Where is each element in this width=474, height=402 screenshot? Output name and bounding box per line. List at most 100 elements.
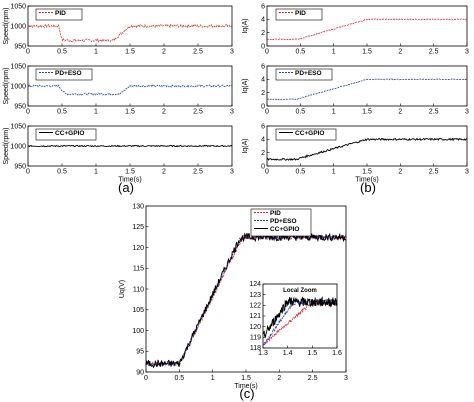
panel-c-y-tick-label: 95 [136, 349, 144, 356]
panel-a-sub1-y-axis-label: Speed(rpm) [3, 8, 10, 45]
panel-a-sub3-legend-box [35, 128, 97, 141]
panel-b-sub2-y-tick-label: 0 [261, 103, 265, 110]
panel-b-sub1-x-tick-label: 3 [465, 49, 469, 56]
panel-a-sub2-legend-box [35, 68, 93, 81]
panel-c-y-tick-label: 110 [133, 286, 144, 293]
panel-c-inset-y-tick-label: 121 [249, 313, 261, 320]
panel-c-y-axis-label: Uq(V) [119, 280, 126, 298]
panel-b-sub3-x-tick-label: 2 [398, 169, 402, 176]
panel-a-sub1-y-tick-label: 1000 [10, 23, 26, 30]
caption-c: (c) [239, 386, 254, 401]
panel-c-inset-x-tick-label: 1.3 [258, 350, 268, 357]
panel-a-sub3-y-tick-label: 1000 [10, 143, 26, 150]
panel-b-sub1-x-tick-label: 1.5 [362, 49, 372, 56]
panel-b-sub2-x-tick-label: 2.5 [429, 109, 439, 116]
panel-b-sub2-series-line-pd-eso [266, 78, 468, 101]
panel-c-x-axis-label: Time(s) [234, 383, 257, 390]
panel-a-sub2-x-tick-label: 0.5 [57, 109, 67, 116]
panel-b-sub2-y-tick-label: 4 [261, 77, 265, 84]
panel-b-sub3-x-tick-label: 1.5 [362, 169, 372, 176]
panel-c-y-tick-label: 105 [132, 307, 144, 314]
panel-b-sub1-y-tick-label: 2 [261, 30, 265, 37]
panel-b-sub2-y-tick-label: 6 [261, 63, 265, 70]
panel-a-sub3-y-tick-label: 1050 [10, 123, 26, 130]
panel-b-sub2-x-tick-label: 3 [465, 109, 469, 116]
panel-a-sub3-x-axis-label: Time(s) [118, 177, 141, 184]
panel-a-sub1-legend-box [35, 8, 83, 21]
panel-a-sub1-x-tick-label: 0.5 [57, 49, 67, 56]
panel-a-sub3-legend-label: CC+GPIO [55, 130, 84, 137]
panel-b-sub1-y-tick-label: 0 [261, 43, 265, 50]
panel-b-sub3-x-tick-label: 0.5 [295, 169, 305, 176]
panel-a-sub2-x-tick-label: 2 [162, 109, 166, 116]
panel-b-sub3-y-axis-label: Iq(A) [242, 138, 249, 153]
panel-a-sub1-x-tick-label: 3 [230, 49, 234, 56]
panel-c-y-tick-label: 100 [132, 328, 144, 335]
panel-b-sub3-x-tick-label: 3 [465, 169, 469, 176]
panel-c-x-tick-label: 1 [211, 375, 215, 382]
panel-a-sub1-x-tick-label: 2.5 [193, 49, 203, 56]
panel-c-legend-label: CC+GPIO [270, 226, 299, 233]
panel-a-sub2-y-tick-label: 1050 [10, 63, 26, 70]
panel-a-sub3-x-tick-label: 1.5 [125, 169, 135, 176]
panel-a-sub3-x-tick-label: 2 [162, 169, 166, 176]
panel-c-legend-label: PD+ESO [270, 218, 297, 225]
panel-b-sub2-x-tick-label: 2 [398, 109, 402, 116]
panel-a-sub3-series-line-cc-gpio [27, 144, 233, 148]
panel-b-sub3-x-axis-label: Time(s) [355, 177, 378, 184]
panel-c-series-line-cc-gpio [145, 232, 347, 369]
panel-a-sub1-series-line-pid [27, 23, 233, 43]
panel-b-sub1-legend-label: PID [295, 10, 306, 17]
panel-c-x-tick-label: 2 [277, 375, 281, 382]
panel-b-sub3-y-tick-label: 2 [261, 150, 265, 157]
panel-b-sub1-y-tick-label: 6 [261, 3, 265, 10]
caption-b: (b) [360, 180, 376, 195]
panel-c-inset-y-tick-label: 122 [249, 302, 261, 309]
panel-c-legend-label: PID [270, 210, 281, 217]
panel-c-inset-x-tick-label: 1.4 [283, 350, 293, 357]
panel-a-sub1-x-tick-label: 1 [94, 49, 98, 56]
panel-a-sub2-x-tick-label: 1.5 [125, 109, 135, 116]
panel-a-sub2-x-tick-label: 0 [26, 109, 30, 116]
panel-b-sub3-y-tick-label: 6 [261, 123, 265, 130]
panel-b-sub1-x-tick-label: 2 [398, 49, 402, 56]
panel-a-sub2-legend-label: PD+ESO [55, 70, 82, 77]
panel-b-sub3-x-tick-label: 0 [265, 169, 269, 176]
panel-c-inset-series-line-cc-gpio [262, 296, 338, 338]
panel-a-sub3-x-tick-label: 0 [26, 169, 30, 176]
panel-c-y-tick-label: 130 [132, 203, 144, 210]
panel-a-sub3-x-tick-label: 3 [230, 169, 234, 176]
panel-c-y-tick-label: 115 [133, 266, 144, 273]
panel-c-inset-y-tick-label: 123 [249, 292, 261, 299]
panel-b-sub3-x-tick-label: 2.5 [429, 169, 439, 176]
panel-b-sub3-y-tick-label: 0 [261, 163, 265, 170]
panel-c-inset-y-tick-label: 120 [249, 324, 261, 331]
panel-a-sub3-x-tick-label: 1 [94, 169, 98, 176]
panel-b-sub3-legend-label: CC+GPIO [295, 130, 324, 137]
panel-b-sub2-x-tick-label: 0.5 [295, 109, 305, 116]
panel-b-sub3-legend-box [275, 128, 337, 141]
panel-c-inset-title: Local Zoom [283, 288, 317, 294]
panel-a-sub2-y-tick-label: 950 [14, 103, 26, 110]
panel-c-x-tick-label: 0.5 [174, 375, 184, 382]
panel-b-sub2-legend-box [275, 68, 333, 81]
panel-b-sub3-x-tick-label: 1 [332, 169, 336, 176]
panel-b-sub1-x-tick-label: 0.5 [295, 49, 305, 56]
panel-c-inset-y-tick-label: 119 [250, 334, 261, 341]
panel-a-sub2-x-tick-label: 2.5 [193, 109, 203, 116]
caption-a: (a) [118, 180, 134, 195]
panel-a-sub1-legend-label: PID [55, 10, 66, 17]
panel-b-sub2-x-tick-label: 1.5 [362, 109, 372, 116]
panel-b-sub1-x-tick-label: 1 [332, 49, 336, 56]
panel-a-sub2-x-tick-label: 1 [94, 109, 98, 116]
panel-b-sub2-x-tick-label: 1 [332, 109, 336, 116]
panel-c-y-tick-label: 90 [136, 369, 144, 376]
panel-c-y-tick-label: 120 [132, 245, 144, 252]
panel-c-x-tick-label: 1.5 [241, 375, 251, 382]
panel-a-sub3-x-tick-label: 0.5 [57, 169, 67, 176]
panel-a-sub2-y-tick-label: 1000 [10, 83, 26, 90]
panel-a-sub1-x-tick-label: 0 [26, 49, 30, 56]
panel-c-inset-y-tick-label: 118 [250, 345, 261, 352]
panel-c-inset-x-tick-label: 1.5 [307, 350, 317, 357]
